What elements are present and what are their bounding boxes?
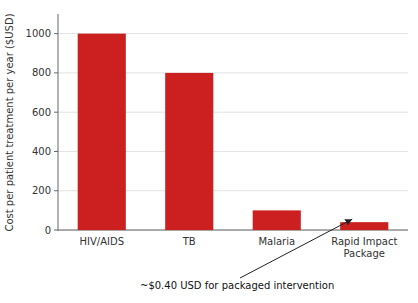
- bar: [253, 210, 301, 230]
- y-tick: [54, 190, 58, 191]
- y-tick-label: 400: [32, 146, 51, 157]
- y-tick-label: 800: [32, 67, 51, 78]
- bar: [165, 73, 213, 230]
- x-tick-label: HIV/AIDS: [79, 236, 124, 247]
- y-axis-label: Cost per patient treatment per year ($US…: [4, 13, 15, 231]
- y-tick: [54, 151, 58, 152]
- y-tick-label: 0: [45, 225, 51, 236]
- y-tick-label: 200: [32, 185, 51, 196]
- chart: 0 200 400 600 800 1000 Cost per patient treatm…: [0, 0, 418, 303]
- y-tick-label: 1000: [26, 28, 51, 39]
- y-tick-label: 600: [32, 107, 51, 118]
- y-tick: [54, 72, 58, 73]
- x-tick-label: Malaria: [258, 236, 295, 247]
- chart-container: 0 200 400 600 800 1000 Cost per patient treatm…: [0, 0, 418, 303]
- y-tick: [54, 230, 58, 231]
- grid: [58, 34, 408, 230]
- y-axis-line: [58, 14, 59, 231]
- y-tick: [54, 33, 58, 34]
- y-axis: 0 200 400 600 800 1000: [26, 14, 408, 236]
- x-tick-label: TB: [182, 236, 196, 247]
- annotation-arrow: [240, 219, 352, 278]
- bar: [78, 34, 126, 230]
- bar: [340, 222, 388, 230]
- x-tick-label: Rapid ImpactPackage: [331, 236, 397, 259]
- y-tick: [54, 112, 58, 113]
- bars: [78, 34, 389, 230]
- annotation: ~$0.40 USD for packaged intervention: [140, 280, 334, 291]
- x-axis: HIV/AIDS TB Malaria Rapid ImpactPackage: [79, 236, 397, 259]
